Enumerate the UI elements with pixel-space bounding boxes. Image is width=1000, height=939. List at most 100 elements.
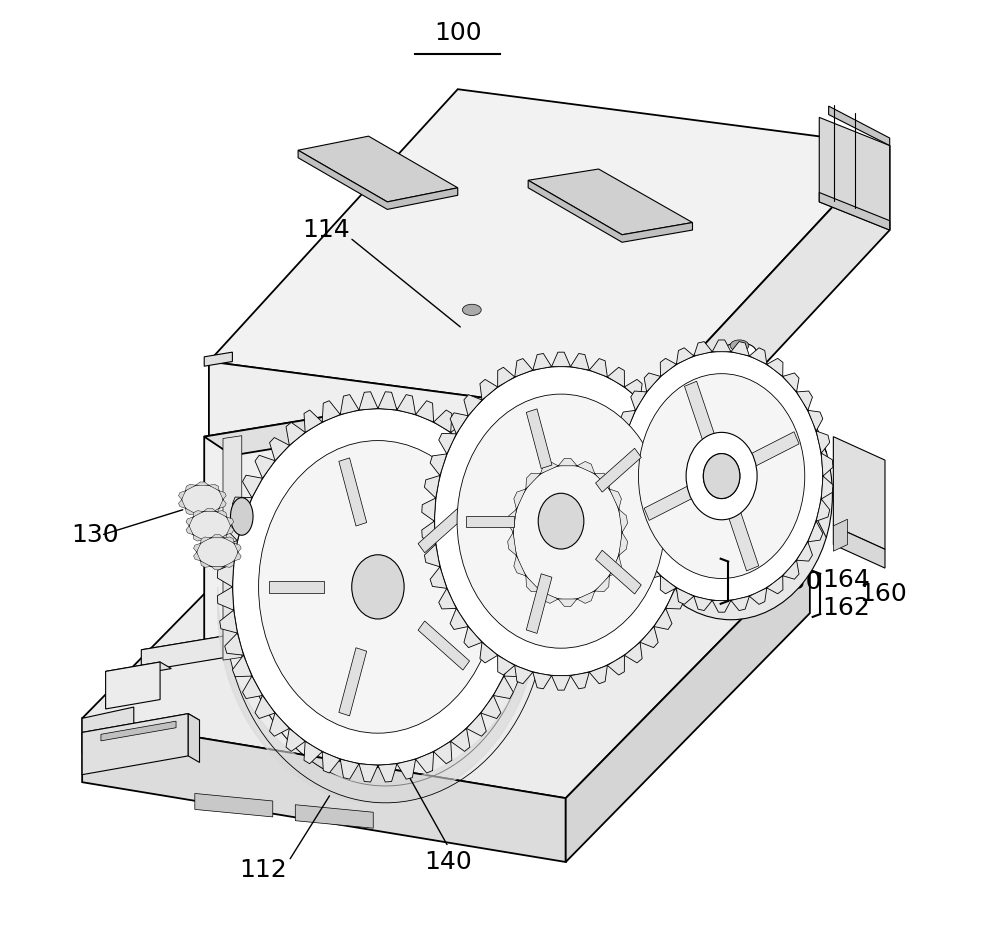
Polygon shape <box>528 169 692 235</box>
Polygon shape <box>607 655 624 675</box>
Polygon shape <box>508 532 516 556</box>
Ellipse shape <box>259 440 497 733</box>
Polygon shape <box>644 373 660 392</box>
Polygon shape <box>378 763 397 782</box>
Polygon shape <box>515 666 533 684</box>
Polygon shape <box>480 642 498 663</box>
Text: 164: 164 <box>822 568 870 593</box>
Polygon shape <box>340 760 359 779</box>
Polygon shape <box>644 477 710 520</box>
Polygon shape <box>731 596 749 610</box>
Polygon shape <box>204 518 392 562</box>
Polygon shape <box>217 587 234 610</box>
Polygon shape <box>340 394 359 414</box>
Polygon shape <box>378 392 397 410</box>
Polygon shape <box>540 461 558 474</box>
Polygon shape <box>255 696 275 718</box>
Ellipse shape <box>182 485 223 515</box>
Polygon shape <box>227 526 234 534</box>
Polygon shape <box>141 603 423 671</box>
Polygon shape <box>359 763 378 782</box>
Polygon shape <box>533 353 552 370</box>
Polygon shape <box>397 760 416 779</box>
Polygon shape <box>515 359 533 377</box>
Polygon shape <box>224 561 234 567</box>
Polygon shape <box>694 596 712 610</box>
Polygon shape <box>558 458 577 466</box>
Ellipse shape <box>231 498 253 535</box>
Polygon shape <box>430 567 447 589</box>
Polygon shape <box>219 491 226 500</box>
Polygon shape <box>224 537 234 544</box>
Polygon shape <box>439 589 456 608</box>
Ellipse shape <box>289 498 317 539</box>
Polygon shape <box>682 545 698 567</box>
Polygon shape <box>620 410 635 431</box>
Polygon shape <box>82 470 810 798</box>
Polygon shape <box>660 576 676 593</box>
Polygon shape <box>577 461 595 474</box>
Polygon shape <box>232 497 252 518</box>
Polygon shape <box>540 591 558 604</box>
Polygon shape <box>733 432 799 475</box>
Polygon shape <box>219 500 226 508</box>
Polygon shape <box>767 359 783 377</box>
Polygon shape <box>370 406 389 630</box>
Polygon shape <box>493 475 513 498</box>
Polygon shape <box>481 455 501 478</box>
Polygon shape <box>498 367 515 387</box>
Polygon shape <box>193 534 203 541</box>
Polygon shape <box>654 413 672 434</box>
Polygon shape <box>430 454 447 475</box>
Polygon shape <box>783 373 799 392</box>
Polygon shape <box>596 550 641 594</box>
Polygon shape <box>610 454 622 476</box>
Polygon shape <box>512 633 531 655</box>
Polygon shape <box>82 707 134 753</box>
Polygon shape <box>216 534 227 541</box>
Polygon shape <box>101 721 176 741</box>
Polygon shape <box>196 482 209 485</box>
Polygon shape <box>797 391 812 410</box>
Polygon shape <box>270 713 289 736</box>
Text: 152: 152 <box>730 556 778 580</box>
Polygon shape <box>819 117 890 230</box>
Polygon shape <box>821 476 833 499</box>
Polygon shape <box>464 626 482 648</box>
Polygon shape <box>234 544 241 552</box>
Polygon shape <box>216 511 227 517</box>
Polygon shape <box>322 752 340 773</box>
Polygon shape <box>816 499 830 521</box>
Polygon shape <box>797 542 812 562</box>
Polygon shape <box>225 633 243 655</box>
Polygon shape <box>196 514 209 517</box>
Polygon shape <box>223 436 242 660</box>
Polygon shape <box>466 516 514 527</box>
Ellipse shape <box>457 394 665 648</box>
Polygon shape <box>666 589 683 608</box>
Polygon shape <box>424 475 440 498</box>
Polygon shape <box>571 672 589 689</box>
Polygon shape <box>203 508 216 512</box>
Polygon shape <box>528 180 692 242</box>
Polygon shape <box>571 353 589 370</box>
Polygon shape <box>767 576 783 593</box>
Polygon shape <box>833 437 885 549</box>
Polygon shape <box>242 488 376 523</box>
Polygon shape <box>416 401 434 422</box>
Polygon shape <box>624 379 642 400</box>
Polygon shape <box>610 476 622 499</box>
Polygon shape <box>422 498 436 521</box>
Polygon shape <box>640 626 658 648</box>
Polygon shape <box>533 672 552 689</box>
Polygon shape <box>514 556 526 576</box>
Text: 150: 150 <box>774 570 822 594</box>
Polygon shape <box>686 521 700 545</box>
Polygon shape <box>467 713 486 736</box>
Polygon shape <box>464 394 482 416</box>
Polygon shape <box>526 473 540 489</box>
Polygon shape <box>480 379 498 400</box>
Polygon shape <box>450 413 468 434</box>
Polygon shape <box>631 542 647 562</box>
Polygon shape <box>675 454 692 475</box>
